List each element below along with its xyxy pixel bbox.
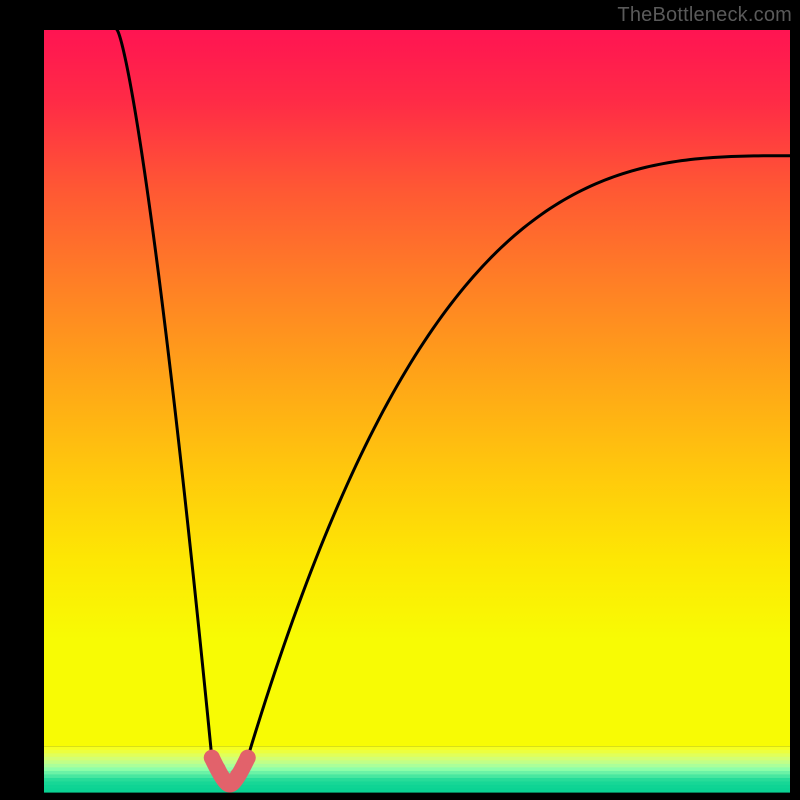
notch-marker — [230, 767, 246, 783]
gradient-band — [44, 746, 790, 750]
chart-container: TheBottleneck.com — [0, 0, 800, 800]
gradient-band — [44, 760, 790, 764]
gradient-band — [44, 767, 790, 771]
gradient-band — [44, 757, 790, 761]
gradient-band — [44, 771, 790, 775]
gradient-background — [44, 30, 790, 746]
gradient-band — [44, 778, 790, 782]
gradient-band — [44, 785, 790, 789]
gradient-band — [44, 753, 790, 757]
watermark: TheBottleneck.com — [617, 4, 792, 27]
notch-marker — [240, 750, 256, 766]
gradient-band — [44, 788, 790, 792]
chart-svg — [0, 0, 800, 800]
gradient-band — [44, 781, 790, 785]
gradient-band — [44, 750, 790, 754]
gradient-band — [44, 764, 790, 768]
gradient-band — [44, 774, 790, 778]
